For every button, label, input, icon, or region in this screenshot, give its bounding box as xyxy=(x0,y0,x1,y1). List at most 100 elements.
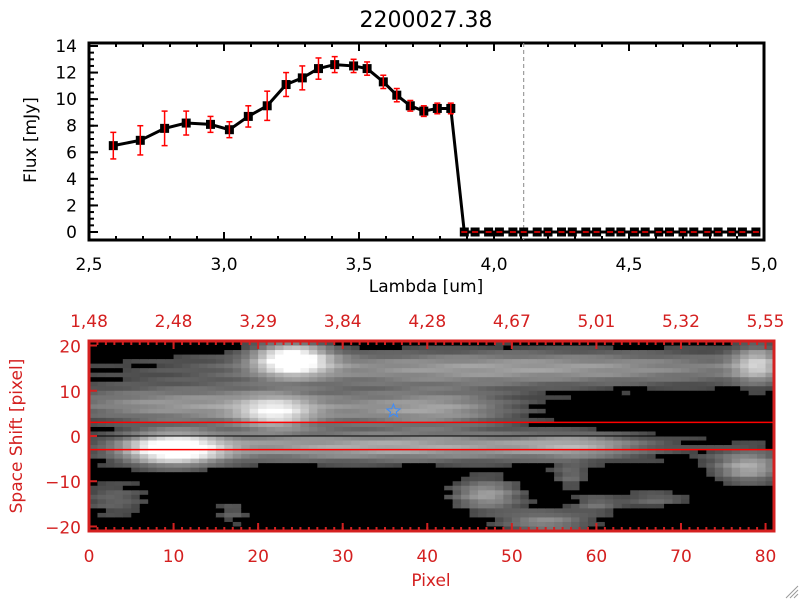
image-pixel xyxy=(503,508,513,514)
image-pixel xyxy=(596,526,606,532)
image-pixel xyxy=(638,490,648,496)
image-pixel xyxy=(368,363,378,369)
image-pixel xyxy=(579,436,589,442)
image-pixel xyxy=(342,526,352,532)
image-pixel xyxy=(503,377,513,383)
image-pixel xyxy=(418,381,428,387)
image-pixel xyxy=(427,467,437,473)
image-pixel xyxy=(613,359,623,365)
image-pixel xyxy=(97,481,107,487)
image-pixel xyxy=(562,404,572,410)
image-pixel xyxy=(672,517,682,523)
image-pixel xyxy=(173,517,183,523)
image-pixel xyxy=(748,472,758,478)
image-pixel xyxy=(765,494,775,500)
image-pixel xyxy=(638,481,648,487)
image-pixel xyxy=(325,359,335,365)
image-pixel xyxy=(241,458,251,464)
image-pixel xyxy=(469,413,479,419)
image-pixel xyxy=(579,467,589,473)
image-pixel xyxy=(461,341,471,347)
image-pixel xyxy=(621,372,631,378)
image-pixel xyxy=(114,521,124,528)
image-pixel xyxy=(122,386,132,392)
image-pixel xyxy=(114,404,124,410)
image-pixel xyxy=(258,422,268,428)
image-pixel xyxy=(571,422,581,428)
image-pixel xyxy=(757,494,767,500)
image-pixel xyxy=(224,350,234,356)
image-pixel xyxy=(765,363,775,369)
image-pixel xyxy=(148,463,158,469)
image-pixel xyxy=(503,485,513,491)
image-pixel xyxy=(731,363,741,369)
image-pixel xyxy=(182,499,192,505)
image-pixel xyxy=(444,426,454,433)
image-pixel xyxy=(351,417,361,424)
image-pixel xyxy=(351,512,361,519)
image-pixel xyxy=(97,440,107,446)
image-pixel xyxy=(765,503,775,509)
image-pixel xyxy=(384,512,395,519)
image-pixel xyxy=(697,350,707,356)
image-pixel xyxy=(520,350,530,356)
image-pixel xyxy=(156,454,166,460)
image-pixel xyxy=(647,341,657,347)
image-pixel xyxy=(266,526,276,532)
image-pixel xyxy=(384,521,395,528)
image-pixel xyxy=(232,454,242,460)
image-pixel xyxy=(190,512,200,519)
image-pixel xyxy=(300,440,310,446)
image-pixel xyxy=(579,476,589,482)
image-pixel xyxy=(571,417,581,424)
resize-grip-icon[interactable] xyxy=(785,585,799,599)
image-pixel xyxy=(89,449,99,455)
image-pixel xyxy=(630,422,640,428)
image-pixel xyxy=(596,381,606,387)
image-pixel xyxy=(613,395,623,401)
image-pixel xyxy=(97,408,107,414)
image-pixel xyxy=(139,476,149,482)
image-pixel xyxy=(334,481,344,487)
image-pixel xyxy=(647,463,657,469)
image-pixel xyxy=(469,521,479,528)
image-pixel xyxy=(731,445,741,451)
image-pixel xyxy=(571,350,581,356)
image-pixel xyxy=(393,341,403,347)
image-pixel xyxy=(368,467,378,473)
image-pixel xyxy=(182,372,192,378)
image-pixel xyxy=(334,445,344,451)
image-pixel xyxy=(232,399,242,405)
y-tick-label: 6 xyxy=(66,143,77,163)
image-pixel xyxy=(308,404,318,410)
image-pixel xyxy=(587,481,598,487)
image-pixel xyxy=(604,458,614,464)
image-pixel xyxy=(545,476,555,482)
image-pixel xyxy=(461,404,471,410)
image-pixel xyxy=(672,472,682,478)
image-pixel xyxy=(148,517,158,523)
image-pixel xyxy=(317,413,327,419)
image-pixel xyxy=(105,481,115,487)
image-pixel xyxy=(148,458,158,464)
image-pixel xyxy=(740,512,750,519)
image-pixel xyxy=(173,426,183,433)
image-pixel xyxy=(630,399,640,405)
image-pixel xyxy=(452,476,462,482)
image-pixel xyxy=(410,463,420,469)
image-pixel xyxy=(317,472,327,478)
image-pixel xyxy=(173,440,183,446)
image-pixel xyxy=(308,467,318,473)
image-pixel xyxy=(300,458,310,464)
image-pixel xyxy=(630,350,640,356)
image-pixel xyxy=(122,404,132,410)
image-pixel xyxy=(105,521,115,528)
image-pixel xyxy=(689,350,699,356)
image-pixel xyxy=(537,517,547,523)
image-pixel xyxy=(740,472,750,478)
image-pixel xyxy=(300,422,310,428)
image-pixel xyxy=(173,372,183,378)
image-pixel xyxy=(359,363,369,369)
image-pixel xyxy=(545,494,555,500)
image-pixel xyxy=(105,413,115,419)
